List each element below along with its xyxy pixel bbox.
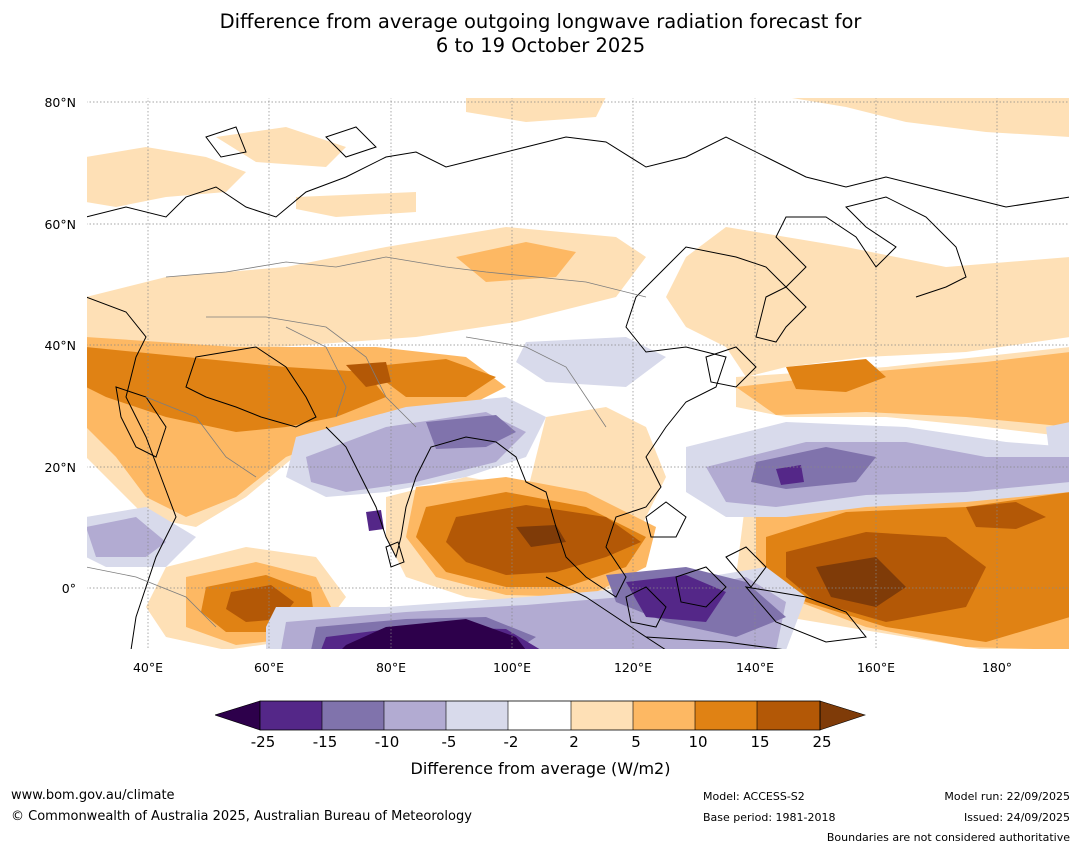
colorbar-tick-2: 2 — [569, 733, 579, 751]
colorbar-swatch-5 — [508, 701, 571, 730]
extreme-positive-anomaly — [516, 525, 906, 607]
lat-label-80n: 80°N — [44, 95, 76, 110]
model-run-text: Model run: 22/09/2025 — [944, 790, 1070, 803]
model-text: Model: ACCESS-S2 — [703, 790, 805, 803]
colorbar — [215, 700, 866, 731]
issued-text: Issued: 24/09/2025 — [963, 811, 1070, 824]
lat-label-40n: 40°N — [44, 338, 76, 353]
map-panel — [86, 97, 1070, 650]
coastlines — [86, 126, 1070, 650]
colorbar-title: Difference from average (W/m2) — [410, 759, 671, 778]
colorbar-swatch-7 — [633, 701, 695, 730]
lon-label-140e: 140°E — [735, 660, 774, 675]
copyright-text: © Commonwealth of Australia 2025, Austra… — [11, 809, 472, 824]
colorbar-tick-10: 10 — [688, 733, 708, 751]
colorbar-swatch-6 — [571, 701, 633, 730]
title-line-2: 6 to 19 October 2025 — [435, 34, 646, 57]
colorbar-extend-high — [819, 700, 866, 731]
gridlines — [86, 97, 1070, 650]
colorbar-swatch-1 — [260, 701, 322, 730]
colorbar-swatch-4 — [446, 701, 508, 730]
lon-label-60e: 60°E — [253, 660, 285, 675]
colorbar-tick-m15: -15 — [312, 733, 338, 751]
base-period-text: Base period: 1981-2018 — [703, 811, 836, 824]
lon-label-40e: 40°E — [132, 660, 164, 675]
colorbar-tick-m25: -25 — [250, 733, 276, 751]
lon-label-120e: 120°E — [613, 660, 652, 675]
lat-label-20n: 20°N — [44, 460, 76, 475]
lon-label-80e: 80°E — [375, 660, 407, 675]
chart-title: Difference from average outgoing longwav… — [0, 10, 1081, 58]
disclaimer-text: Boundaries are not considered authoritat… — [826, 831, 1070, 844]
colorbar-tick-m2: -2 — [503, 733, 519, 751]
colorbar-tick-15: 15 — [750, 733, 770, 751]
colorbar-tick-5: 5 — [631, 733, 641, 751]
title-line-1: Difference from average outgoing longwav… — [219, 10, 862, 33]
lon-label-160e: 160°E — [856, 660, 895, 675]
lat-label-60n: 60°N — [44, 217, 76, 232]
colorbar-tick-m5: -5 — [441, 733, 457, 751]
colorbar-swatch-8 — [695, 701, 757, 730]
lon-label-180: 180° — [981, 660, 1013, 675]
country-borders — [86, 256, 647, 628]
colorbar-swatch-9 — [757, 701, 820, 730]
lon-label-100e: 100°E — [492, 660, 531, 675]
lat-label-0: 0° — [61, 581, 76, 596]
colorbar-swatch-2 — [322, 701, 384, 730]
website-link[interactable]: www.bom.gov.au/climate — [11, 788, 175, 803]
colorbar-tick-25: 25 — [812, 733, 832, 751]
colorbar-extend-low — [215, 700, 261, 731]
colorbar-tick-m10: -10 — [374, 733, 400, 751]
colorbar-swatch-3 — [384, 701, 446, 730]
anomaly-map — [86, 97, 1070, 650]
map-frame — [86, 97, 1070, 650]
extreme-negative-anomaly — [341, 619, 526, 650]
colorbar-outline — [259, 700, 821, 731]
